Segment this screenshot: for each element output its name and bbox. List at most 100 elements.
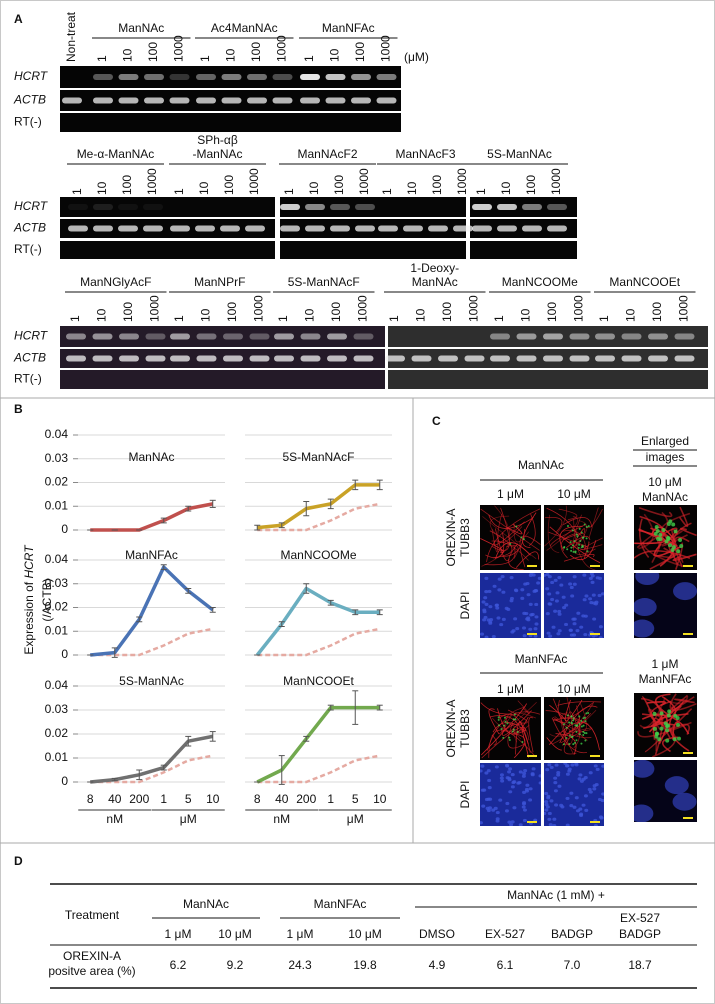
orexin-signal — [578, 543, 581, 546]
nucleus — [565, 764, 570, 768]
orexin-signal — [565, 737, 568, 740]
gel-band — [68, 225, 88, 232]
nucleus — [564, 622, 569, 627]
orexin-signal — [578, 722, 581, 725]
table-column-header: BADGP — [619, 927, 661, 941]
orexin-signal — [572, 743, 575, 746]
group-label: Ac4ManNAc — [211, 21, 278, 35]
gel-band — [169, 97, 190, 104]
fiber — [507, 722, 526, 749]
orexin-signal — [575, 533, 578, 536]
nucleus — [522, 626, 527, 630]
unit-label: (μM) — [404, 50, 429, 64]
nucleus — [579, 779, 584, 783]
nucleus — [509, 823, 514, 826]
orexin-signal — [583, 731, 586, 734]
nucleus — [673, 582, 697, 601]
gel-band — [143, 204, 163, 210]
fiber — [563, 553, 595, 562]
stain-label: OREXIN-A — [444, 508, 458, 566]
gel-band — [351, 74, 371, 80]
orexin-signal — [562, 546, 565, 549]
stain-label: TUBB3 — [458, 709, 472, 748]
lane-label: 100 — [249, 42, 263, 62]
nucleus — [494, 765, 499, 769]
nucleus — [583, 632, 588, 637]
nucleus — [525, 783, 530, 787]
orexin-signal — [578, 527, 581, 530]
gel-band — [543, 333, 563, 340]
lane-label: 1000 — [379, 35, 393, 62]
orexin-signal — [568, 743, 571, 746]
orexin-signal — [570, 546, 573, 549]
fiber — [528, 716, 534, 753]
gel-band — [674, 355, 695, 362]
nucleus — [564, 603, 569, 607]
table-column-header: 1 μM — [165, 927, 192, 941]
nucleus — [597, 593, 602, 598]
fiber — [491, 540, 529, 561]
gel-band — [280, 204, 300, 210]
y-tick-label: 0.01 — [45, 498, 69, 512]
gel-band — [325, 74, 346, 80]
lane-label: 1 — [70, 188, 84, 195]
reference-line — [257, 627, 380, 657]
orexin-signal — [570, 715, 573, 718]
nucleus — [497, 577, 502, 581]
error-bar — [160, 564, 167, 570]
error-bar — [303, 735, 310, 742]
nucleus — [522, 611, 527, 615]
fiber — [564, 699, 583, 722]
fiber — [507, 709, 528, 724]
nucleus — [486, 808, 491, 813]
nucleus — [512, 780, 517, 784]
error-bar — [185, 505, 192, 512]
nucleus — [518, 770, 523, 774]
fiber — [494, 528, 510, 561]
enlarged-heading: images — [646, 450, 685, 464]
orexin-signal — [575, 739, 578, 742]
fiber — [506, 544, 519, 559]
nucleus — [601, 792, 604, 796]
nucleus — [583, 776, 588, 780]
nucleus — [522, 790, 527, 794]
nucleus — [495, 810, 500, 815]
gel-band — [376, 74, 397, 80]
fiber — [552, 703, 594, 745]
gel-band — [547, 204, 567, 210]
nucleus — [480, 821, 483, 825]
gel-band — [411, 355, 432, 362]
fiber — [557, 701, 602, 706]
fiber — [563, 727, 593, 736]
orexin-signal — [659, 711, 664, 716]
group-label: ManNFAc — [322, 21, 375, 35]
gel-band — [119, 333, 139, 340]
nucleus — [491, 635, 496, 638]
lane-label: 100 — [524, 175, 538, 195]
gel-band — [195, 225, 215, 232]
orexin-signal — [583, 523, 586, 526]
reference-line — [257, 754, 380, 784]
micrograph — [544, 763, 604, 826]
nucleus — [483, 615, 488, 620]
error-bar — [327, 599, 334, 606]
error-bar — [376, 609, 383, 616]
y-tick-label: 0.01 — [45, 750, 69, 764]
gel-band — [221, 74, 242, 80]
error-bar — [352, 479, 359, 491]
y-tick-label: 0.04 — [45, 552, 69, 566]
orexin-signal — [562, 723, 565, 726]
fiber — [673, 536, 690, 568]
orexin-signal — [509, 542, 512, 545]
gel-band — [118, 97, 139, 104]
chart-title: 5S-ManNAc — [119, 674, 184, 688]
nucleus — [557, 609, 562, 614]
gel-band — [453, 225, 473, 232]
gel-band — [490, 333, 510, 340]
nucleus — [550, 580, 555, 585]
nucleus — [488, 621, 493, 625]
nucleus — [544, 800, 549, 804]
reference-line — [257, 502, 380, 532]
lane-label: 1000 — [356, 295, 370, 322]
x-tick-label: 40 — [108, 792, 122, 806]
